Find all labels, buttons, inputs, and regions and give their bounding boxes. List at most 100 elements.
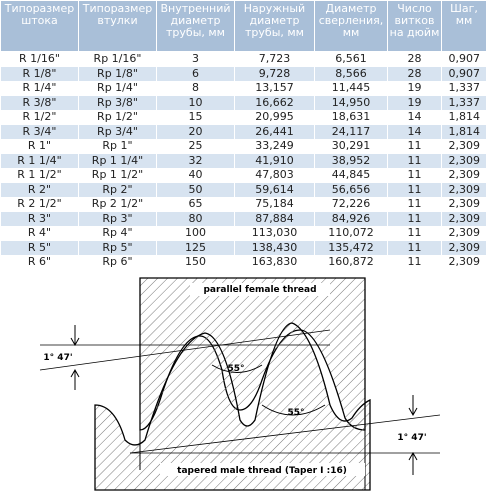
table-row: R 1/8" Rp 1/8" 6 9,728 8,566 28 0,907 (0, 66, 486, 81)
male-section (94, 322, 371, 491)
table-row: R 6" Rp 6" 150 163,830 160,872 11 2,309 (0, 255, 486, 270)
table-cell: 2,309 (441, 197, 486, 212)
table-cell: 28 (387, 66, 442, 81)
table-cell: 38,952 (314, 153, 388, 168)
table-cell: 20,995 (234, 110, 315, 125)
header-cell: Шаг, мм (441, 0, 486, 52)
table-cell: 14 (387, 110, 442, 125)
header-cell: Диаметр сверления, мм (314, 0, 388, 52)
table-cell: 24,117 (314, 124, 388, 139)
table-cell: 56,656 (314, 182, 388, 197)
thread-table: Типоразмер штока Типоразмер втулки Внутрен… (0, 0, 486, 270)
table-cell: Rp 2" (78, 182, 157, 197)
table-cell: 28 (387, 51, 442, 67)
thread-diagram: parallel female thread 55° 55° 1° 47' 1°… (39, 277, 441, 491)
table-cell: R 3/4" (0, 124, 79, 139)
table-cell: 11,445 (314, 81, 388, 96)
table-cell: 11 (387, 197, 442, 212)
table-cell: 11 (387, 153, 442, 168)
table-row: R 1/4" Rp 1/4" 8 13,157 11,445 19 1,337 (0, 81, 486, 96)
table-cell: Rp 6" (78, 255, 157, 270)
table-cell: 6,561 (314, 51, 388, 67)
table-cell: 0,907 (441, 66, 486, 81)
table-cell: 16,662 (234, 95, 315, 110)
table-cell: 19 (387, 95, 442, 110)
table-cell: 8 (156, 81, 235, 96)
table-cell: 14,950 (314, 95, 388, 110)
table-cell: 11 (387, 226, 442, 241)
table-row: R 4" Rp 4" 100 113,030 110,072 11 2,309 (0, 226, 486, 241)
header-cell: Число витков на дюйм (387, 0, 442, 52)
table-row: R 3/4" Rp 3/4" 20 26,441 24,117 14 1,814 (0, 124, 486, 139)
table-cell: 18,631 (314, 110, 388, 125)
table-cell: 41,910 (234, 153, 315, 168)
table-cell: 33,249 (234, 139, 315, 154)
angle-label: 55° (287, 408, 304, 418)
female-label: parallel female thread (203, 285, 316, 295)
table-cell: 84,926 (314, 211, 388, 226)
table-row: R 2" Rp 2" 50 59,614 56,656 11 2,309 (0, 182, 486, 197)
table-cell: R 4" (0, 226, 79, 241)
table-row: R 1/2" Rp 1/2" 15 20,995 18,631 14 1,814 (0, 110, 486, 125)
header-cell: Внутренний диаметр трубы, мм (156, 0, 235, 52)
table-cell: 1,337 (441, 95, 486, 110)
table-cell: 59,614 (234, 182, 315, 197)
table-cell: 9,728 (234, 66, 315, 81)
table-cell: 1,814 (441, 124, 486, 139)
label-bg (160, 463, 365, 476)
table-cell: 2,309 (441, 226, 486, 241)
table-cell: R 3/8" (0, 95, 79, 110)
table-cell: 163,830 (234, 255, 315, 270)
table-cell: R 2 1/2" (0, 197, 79, 212)
table-cell: R 1 1/4" (0, 153, 79, 168)
table-row: R 2 1/2" Rp 2 1/2" 65 75,184 72,226 11 2,309 (0, 197, 486, 212)
taper-label: 1° 47' (397, 433, 426, 443)
table-cell: Rp 1/8" (78, 66, 157, 81)
table-cell: Rp 1" (78, 139, 157, 154)
table-row: R 3/8" Rp 3/8" 10 16,662 14,950 19 1,337 (0, 95, 486, 110)
table-cell: 2,309 (441, 139, 486, 154)
table-cell: 32 (156, 153, 235, 168)
table-cell: 100 (156, 226, 235, 241)
table-cell: 44,845 (314, 168, 388, 183)
table-cell: 11 (387, 240, 442, 255)
dimension-arrow (70, 325, 80, 390)
table-cell: 80 (156, 211, 235, 226)
table-cell: Rp 1/4" (78, 81, 157, 96)
table-cell: 11 (387, 168, 442, 183)
table-body: R 1/16" Rp 1/16" 3 7,723 6,561 28 0,907 R 1/8" R… (0, 51, 486, 270)
table-cell: 110,072 (314, 226, 388, 241)
table-cell: 11 (387, 182, 442, 197)
header-row: Типоразмер штока Типоразмер втулки Внутрен… (0, 0, 486, 52)
table-cell: R 1 1/2" (0, 168, 79, 183)
table-cell: 150 (156, 255, 235, 270)
table-cell: Rp 1 1/4" (78, 153, 157, 168)
table-cell: R 1/2" (0, 110, 79, 125)
table-cell: 2,309 (441, 211, 486, 226)
table-cell: 15 (156, 110, 235, 125)
table-cell: 3 (156, 51, 235, 67)
table-cell: 50 (156, 182, 235, 197)
angle-label: 55° (227, 364, 244, 374)
table-row: R 1" Rp 1" 25 33,249 30,291 11 2,309 (0, 139, 486, 154)
table-row: R 1 1/2" Rp 1 1/2" 40 47,803 44,845 11 2,309 (0, 168, 486, 183)
table-cell: 10 (156, 95, 235, 110)
table-cell: R 1/8" (0, 66, 79, 81)
table-cell: 72,226 (314, 197, 388, 212)
table-cell: R 3" (0, 211, 79, 226)
taper-line (129, 414, 441, 454)
table-cell: Rp 4" (78, 226, 157, 241)
table-cell: 19 (387, 81, 442, 96)
table-cell: 125 (156, 240, 235, 255)
table-cell: R 1" (0, 139, 79, 154)
table-cell: 75,184 (234, 197, 315, 212)
table-cell: 1,337 (441, 81, 486, 96)
table-cell: Rp 2 1/2" (78, 197, 157, 212)
dimension-arrow (408, 395, 418, 475)
table-cell: 2,309 (441, 255, 486, 270)
table-cell: 2,309 (441, 240, 486, 255)
table-cell: 25 (156, 139, 235, 154)
table-cell: Rp 3/8" (78, 95, 157, 110)
table-cell: R 6" (0, 255, 79, 270)
